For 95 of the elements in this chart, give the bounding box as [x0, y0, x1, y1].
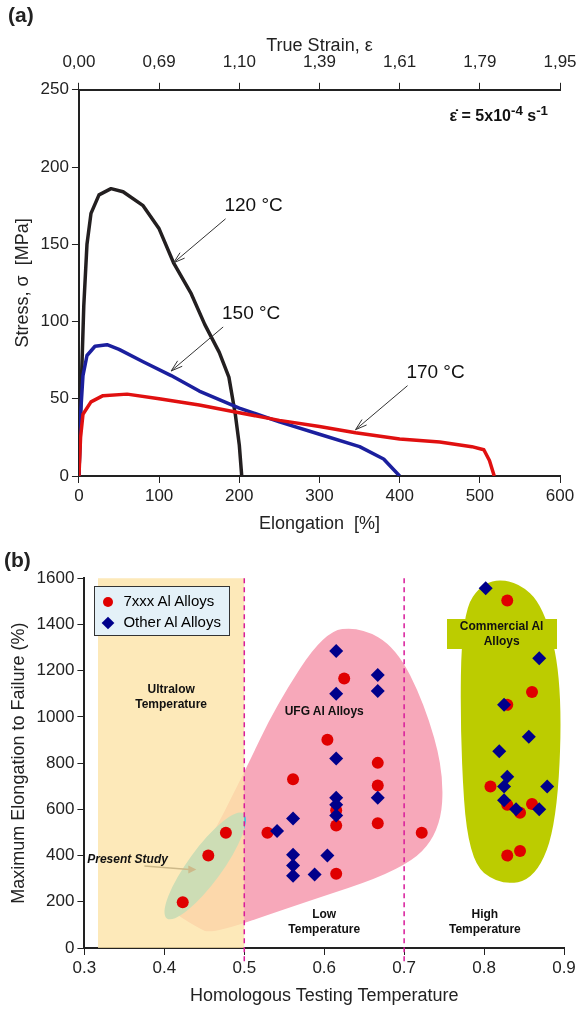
point — [526, 685, 539, 698]
point — [286, 868, 301, 883]
point — [287, 773, 300, 786]
band-label: Ultralow Temperature — [134, 681, 209, 712]
x-tick-label: 400 — [385, 485, 414, 505]
point — [492, 744, 507, 759]
y-tick-label: 400 — [46, 845, 75, 865]
point — [286, 858, 301, 873]
y-tick-label: 150 — [40, 233, 69, 253]
point — [320, 848, 335, 863]
text: 0,00 — [62, 51, 96, 72]
point — [270, 824, 285, 839]
point — [509, 802, 524, 817]
point — [532, 802, 547, 817]
x-tick-label: 0.3 — [72, 957, 97, 977]
point — [307, 867, 322, 882]
annotation: High Temperature — [447, 907, 522, 938]
annotation: Low Temperature — [287, 907, 362, 938]
point — [330, 819, 343, 832]
point — [371, 817, 384, 830]
y-tick-label: 1000 — [36, 706, 75, 726]
annotation: 120 °C — [224, 193, 283, 216]
y-tick-label: 1400 — [36, 614, 75, 634]
y-tick-label: 50 — [50, 388, 69, 408]
annotation: UFG Al Alloys — [283, 703, 365, 719]
annotation: Present Study — [86, 851, 170, 867]
x-tick-label: 0.9 — [552, 957, 576, 977]
x-tick-label: 500 — [465, 485, 495, 505]
legend-label: Other Al Alloys — [123, 613, 221, 631]
point — [329, 751, 344, 766]
point — [329, 808, 344, 823]
chart-title: (b) — [4, 548, 31, 572]
point — [415, 826, 428, 839]
point — [371, 756, 384, 769]
point — [176, 896, 189, 909]
x-tick-label: 0.6 — [312, 957, 337, 977]
x-tick-label: 100 — [144, 485, 174, 505]
point — [497, 697, 512, 712]
point — [261, 826, 274, 839]
y-tick-label: 800 — [46, 752, 75, 772]
point — [484, 780, 497, 793]
x-tick-label: 300 — [305, 485, 334, 505]
point — [521, 729, 536, 744]
x-tick-label: 0.7 — [392, 957, 416, 977]
point — [330, 867, 343, 880]
y-tick-label: 200 — [40, 156, 69, 176]
x-tick-label: 0.4 — [152, 957, 177, 977]
point — [500, 769, 515, 784]
x-tick-label: 0.5 — [232, 957, 257, 977]
point — [497, 779, 512, 794]
point — [540, 779, 555, 794]
point — [329, 644, 344, 658]
point — [370, 683, 385, 698]
point — [478, 581, 493, 596]
x-tick-label: 200 — [225, 485, 254, 505]
point — [202, 849, 215, 862]
legend-label: 7xxx Al Alloys — [123, 592, 215, 610]
point — [532, 651, 547, 666]
y-axis-title: Stress, σ [MPa] — [11, 218, 32, 348]
text: 1,79 — [463, 51, 497, 72]
point — [338, 672, 351, 685]
y-tick-label: 0 — [64, 937, 75, 957]
x-axis-title: Homologous Testing Temperature — [189, 985, 459, 1006]
annotation: ε̇ = 5x10$^{-4}$ s$^{-1}$ — [449, 102, 548, 125]
text: 0,69 — [142, 51, 176, 72]
y-tick-label: 200 — [46, 891, 75, 911]
point — [370, 790, 385, 805]
annotation: 170 °C — [406, 360, 465, 383]
point — [286, 847, 301, 862]
point — [370, 668, 385, 683]
y-axis-title: Maximum Elongation to Failure (%) — [7, 622, 28, 904]
x-tick-label: 600 — [545, 485, 575, 505]
annotation: 150 °C — [222, 301, 281, 324]
y-tick-label: 0 — [59, 465, 69, 485]
text: 1,61 — [383, 51, 417, 72]
point — [497, 793, 512, 808]
y-tick-label: 1200 — [36, 660, 75, 680]
chart-title: (a) — [8, 3, 34, 27]
point — [371, 779, 384, 792]
y-tick-label: 250 — [40, 79, 69, 99]
text: 1,95 — [543, 51, 577, 72]
point — [501, 594, 514, 607]
y-tick-label: 100 — [40, 311, 69, 331]
point — [321, 733, 334, 746]
text: 1,10 — [222, 51, 256, 72]
x-axis-title: Elongation [%] — [258, 513, 381, 534]
point — [286, 811, 301, 826]
point — [501, 849, 514, 862]
y-tick-label: 600 — [46, 799, 75, 819]
point — [514, 844, 527, 857]
point — [329, 686, 344, 701]
point — [219, 826, 232, 839]
x-tick-label: 0.8 — [472, 957, 496, 977]
y-tick-label: 1600 — [36, 567, 75, 587]
annotation: Commercial Al Alloys — [446, 618, 557, 649]
